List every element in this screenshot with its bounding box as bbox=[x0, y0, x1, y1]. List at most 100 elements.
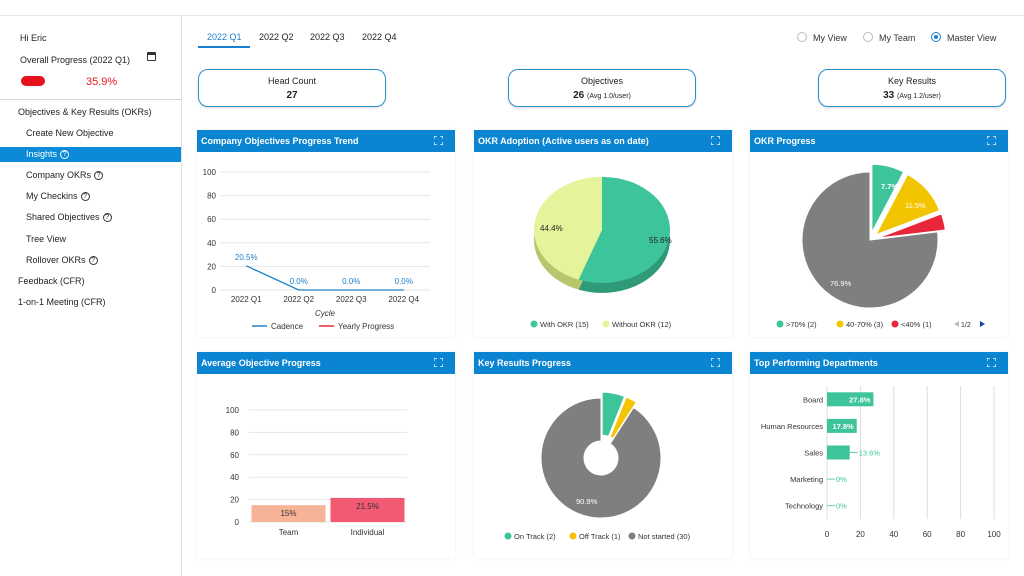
panel-title: OKR Adoption (Active users as on date) bbox=[478, 136, 649, 146]
stat-objectives: Objectives 26 (Avg 1.0/user) bbox=[508, 69, 696, 107]
radio-master-view[interactable] bbox=[931, 32, 941, 42]
stat-sub: (Avg 1.2/user) bbox=[897, 93, 941, 100]
x-tick-label: 40 bbox=[889, 530, 898, 539]
y-tick-label: Board bbox=[803, 395, 823, 404]
bar bbox=[827, 392, 874, 407]
data-label: 0.0% bbox=[290, 277, 308, 286]
help-icon[interactable]: ? bbox=[94, 171, 104, 181]
panel-top-departments: Top Performing Departments 0 20 40 60 80 100 B… bbox=[750, 352, 1008, 558]
stat-value: 27 bbox=[286, 90, 298, 101]
overall-progress-title: Overall Progress (2022 Q1) bbox=[20, 55, 131, 65]
pie-slice bbox=[877, 213, 946, 239]
data-label: 0% bbox=[836, 502, 847, 511]
radio-master-view-label[interactable]: Master View bbox=[947, 33, 997, 43]
x-axis-title: Cycle bbox=[315, 309, 336, 318]
panel-okr-adoption: OKR Adoption (Active users as on date) 5… bbox=[474, 130, 732, 337]
y-tick-label: 0 bbox=[235, 518, 240, 527]
sidebar-item-feedback[interactable]: Feedback (CFR) bbox=[0, 274, 181, 289]
help-icon[interactable]: ? bbox=[102, 213, 112, 223]
legend-swatch bbox=[776, 320, 784, 328]
x-tick-label: 2022 Q3 bbox=[336, 295, 367, 304]
data-label: 15% bbox=[280, 509, 296, 518]
data-label: 13.6% bbox=[859, 449, 881, 458]
expand-icon[interactable] bbox=[711, 358, 720, 367]
legend-swatch bbox=[504, 532, 512, 540]
y-tick-label: 80 bbox=[230, 428, 239, 437]
legend-swatch-without-okr bbox=[602, 320, 610, 328]
legend-swatch bbox=[891, 320, 899, 328]
sidebar-item-my-checkins[interactable]: My Checkins? bbox=[0, 189, 181, 204]
top-bar bbox=[0, 0, 1024, 16]
okr-progress-chart: 7.7% 11.5% 76.9% >70% (2) 40-70% (3) <40% (1)… bbox=[776, 163, 985, 329]
help-icon[interactable]: ? bbox=[88, 256, 98, 266]
legend-label: On Track (2) bbox=[514, 532, 556, 541]
sidebar-item-company-okrs[interactable]: Company OKRs? bbox=[0, 168, 181, 183]
sidebar-item-one-on-one[interactable]: 1-on-1 Meeting (CFR) bbox=[0, 295, 181, 310]
y-tick-label: Technology bbox=[785, 502, 823, 511]
tab-2022-q3[interactable]: 2022 Q3 bbox=[310, 32, 345, 42]
sidebar-item-insights[interactable]: Insights? bbox=[0, 147, 181, 162]
help-icon[interactable]: ? bbox=[80, 192, 90, 202]
panel-average-objective: Average Objective Progress 0 20 40 60 80 100 1… bbox=[197, 352, 455, 558]
y-tick-label: 100 bbox=[226, 406, 240, 415]
radio-my-team-label[interactable]: My Team bbox=[879, 33, 916, 43]
sidebar-item-create-objective[interactable]: Create New Objective bbox=[0, 126, 181, 141]
bar bbox=[827, 445, 850, 460]
donut-slice bbox=[601, 391, 626, 437]
pie-slice bbox=[871, 163, 905, 233]
radio-my-view-label[interactable]: My View bbox=[813, 33, 847, 43]
data-label: 76.9% bbox=[830, 279, 852, 288]
legend-swatch bbox=[569, 532, 577, 540]
sidebar-item-label: My Checkins bbox=[26, 191, 78, 201]
bar bbox=[251, 505, 326, 522]
y-tick-label: 0 bbox=[212, 286, 217, 295]
panel-title: Key Results Progress bbox=[478, 358, 572, 368]
help-icon[interactable]: ? bbox=[60, 150, 70, 160]
pie-slice bbox=[578, 176, 670, 283]
overall-progress-bar bbox=[21, 76, 45, 86]
panel-title: Top Performing Departments bbox=[754, 358, 878, 368]
sidebar-item-okrs[interactable]: Objectives & Key Results (OKRs) bbox=[0, 105, 181, 120]
y-tick-label: 80 bbox=[207, 192, 216, 201]
y-tick-label: 100 bbox=[203, 168, 217, 177]
sidebar-item-shared-objectives[interactable]: Shared Objectives? bbox=[0, 210, 181, 225]
expand-icon[interactable] bbox=[434, 358, 443, 367]
data-label: 44.4% bbox=[540, 224, 563, 233]
radio-my-view[interactable] bbox=[797, 32, 807, 42]
sidebar-item-tree-view[interactable]: Tree View bbox=[0, 232, 181, 247]
sidebar-item-label: Rollover OKRs bbox=[26, 255, 86, 265]
y-tick-label: Human Resources bbox=[761, 422, 823, 431]
active-tab-indicator bbox=[198, 46, 250, 48]
sidebar-item-label: Insights bbox=[26, 149, 58, 159]
x-tick-label: Individual bbox=[351, 528, 385, 537]
legend-swatch bbox=[628, 532, 636, 540]
sidebar-item-rollover-okrs[interactable]: Rollover OKRs? bbox=[0, 253, 181, 268]
expand-icon[interactable] bbox=[711, 136, 720, 145]
data-label: 0.0% bbox=[342, 277, 360, 286]
x-tick-label: 60 bbox=[923, 530, 932, 539]
data-label: 7.7% bbox=[881, 182, 898, 191]
y-tick-label: Sales bbox=[804, 449, 823, 458]
sidebar-item-label: Shared Objectives bbox=[26, 212, 100, 222]
legend-label: Not started (30) bbox=[638, 532, 691, 541]
prev-page-icon bbox=[954, 321, 959, 327]
legend-label: >70% (2) bbox=[786, 320, 817, 329]
radio-my-team[interactable] bbox=[863, 32, 873, 42]
x-tick-label: 20 bbox=[856, 530, 865, 539]
calendar-icon[interactable] bbox=[147, 52, 156, 61]
y-tick-label: 40 bbox=[230, 473, 239, 482]
panel-header: Average Objective Progress bbox=[197, 352, 455, 374]
legend-label: Off Track (1) bbox=[579, 532, 621, 541]
expand-icon[interactable] bbox=[987, 358, 996, 367]
expand-icon[interactable] bbox=[434, 136, 443, 145]
bar bbox=[330, 497, 405, 522]
data-label: 11.5% bbox=[905, 201, 926, 210]
data-label: 0% bbox=[836, 475, 847, 484]
tab-2022-q2[interactable]: 2022 Q2 bbox=[259, 32, 294, 42]
stat-head-count: Head Count 27 bbox=[198, 69, 386, 107]
tab-2022-q4[interactable]: 2022 Q4 bbox=[362, 32, 397, 42]
expand-icon[interactable] bbox=[987, 136, 996, 145]
tab-2022-q1[interactable]: 2022 Q1 bbox=[207, 32, 242, 42]
x-tick-label: Team bbox=[279, 528, 299, 537]
pie-slice bbox=[534, 176, 602, 280]
